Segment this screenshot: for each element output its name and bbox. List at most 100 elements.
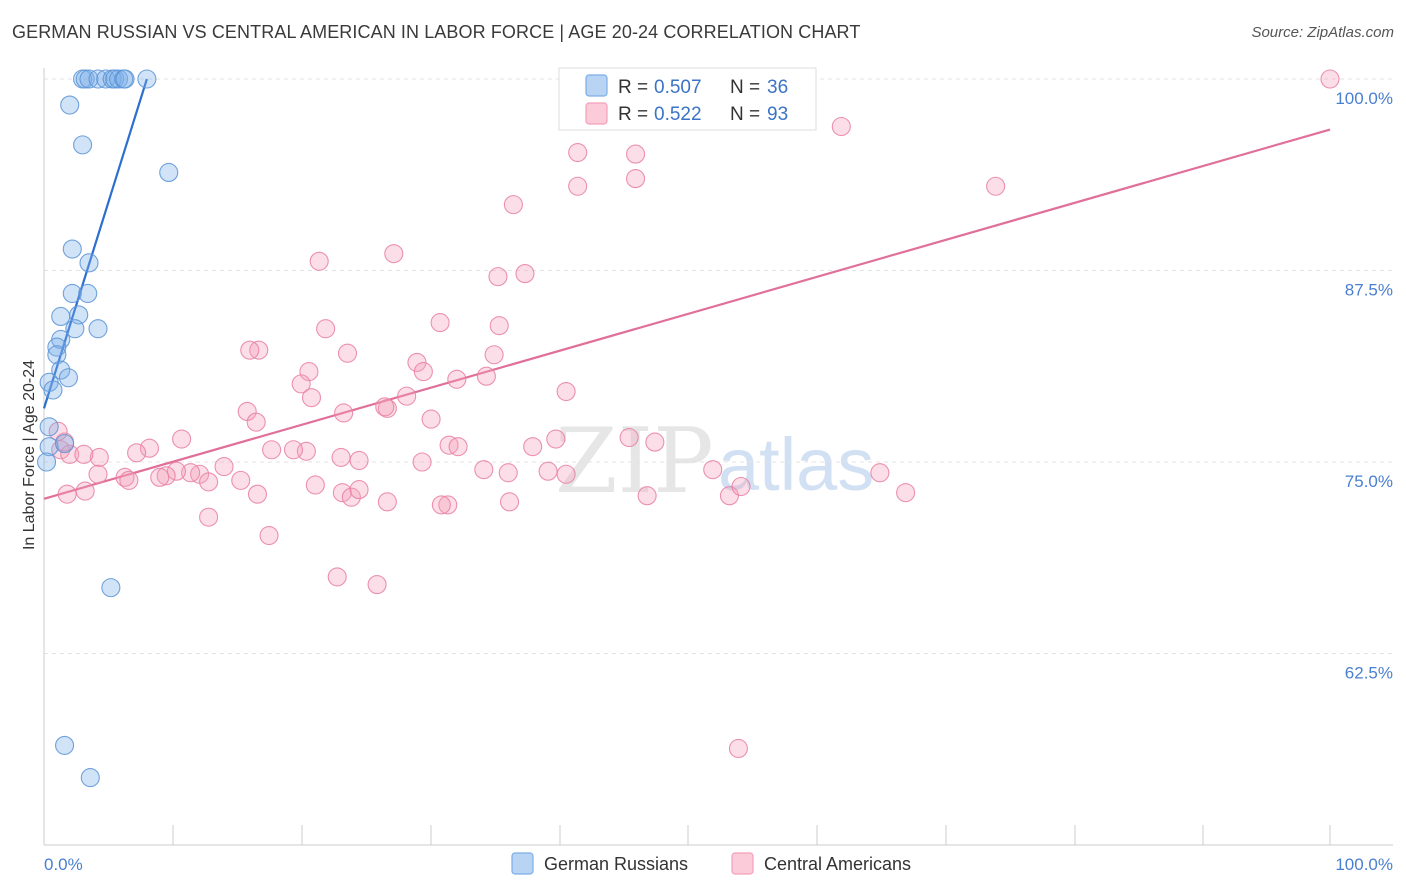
data-point — [47, 345, 67, 365]
series-legend: German Russians Central Americans — [511, 852, 911, 875]
bottom-legend-swatch-german-russians — [511, 852, 534, 875]
data-point — [58, 368, 78, 388]
legend-r-label-1: R = — [618, 77, 648, 98]
data-point — [637, 486, 657, 506]
legend-r-value-1: 0.507 — [654, 77, 702, 98]
bottom-legend-label-central-americans: Central Americans — [764, 854, 911, 874]
data-point — [375, 397, 395, 417]
data-point — [489, 316, 509, 336]
data-point — [515, 264, 535, 284]
data-point — [199, 507, 219, 527]
data-point — [150, 467, 170, 487]
data-point — [246, 412, 266, 432]
data-point — [60, 444, 80, 464]
data-point — [556, 464, 576, 484]
series-german-russians — [37, 69, 179, 788]
data-point — [139, 438, 160, 458]
data-point — [301, 388, 322, 408]
trend-line-german-russians — [42, 78, 148, 409]
data-point — [377, 492, 397, 512]
data-point — [283, 440, 304, 460]
data-point — [384, 244, 404, 264]
x-tick-label-max: 100.0% — [1335, 855, 1393, 874]
data-points — [37, 69, 1340, 788]
data-point — [73, 135, 93, 155]
data-point — [474, 460, 494, 480]
data-point — [37, 452, 57, 472]
x-tick-label-min: 0.0% — [44, 855, 83, 874]
data-point — [305, 475, 325, 495]
data-point — [299, 362, 319, 382]
data-point — [334, 403, 354, 423]
data-point — [101, 578, 121, 598]
data-point — [79, 253, 99, 273]
data-point — [119, 470, 139, 490]
data-point — [240, 340, 260, 360]
data-point — [538, 461, 558, 481]
data-point — [896, 483, 916, 503]
data-point — [60, 95, 80, 115]
data-point — [488, 267, 508, 287]
data-point — [291, 374, 311, 394]
data-point — [568, 176, 588, 196]
data-point — [397, 386, 417, 406]
axes — [43, 68, 1393, 846]
data-point — [74, 444, 94, 464]
data-point — [728, 738, 748, 759]
data-point — [199, 472, 219, 492]
data-point — [412, 452, 432, 472]
data-point — [831, 116, 851, 137]
watermark-atlas: atlas — [718, 423, 874, 506]
y-tick-label: 62.5% — [1345, 664, 1393, 683]
data-point — [247, 484, 268, 504]
legend-r-value-2: 0.522 — [654, 104, 702, 125]
data-point — [523, 437, 543, 457]
data-point — [51, 306, 71, 327]
legend-n-value-1: 36 — [767, 77, 788, 98]
data-point — [619, 427, 639, 448]
data-point — [39, 417, 59, 437]
data-point — [78, 283, 98, 304]
data-point — [556, 381, 576, 402]
legend-n-value-2: 93 — [767, 104, 788, 125]
data-point — [349, 450, 369, 471]
data-point — [47, 337, 67, 357]
data-point — [43, 380, 63, 400]
data-point — [181, 463, 201, 483]
data-point — [262, 440, 282, 460]
data-point — [166, 461, 187, 481]
data-point — [231, 470, 251, 490]
legend-swatch-german-russians — [585, 74, 608, 97]
data-point — [62, 283, 82, 304]
data-point — [731, 476, 751, 497]
y-tick-label: 87.5% — [1345, 281, 1393, 300]
data-point — [80, 768, 100, 788]
data-point — [703, 460, 723, 480]
data-point — [484, 345, 504, 365]
chart-title: GERMAN RUSSIAN VS CENTRAL AMERICAN IN LA… — [12, 22, 861, 42]
data-point — [127, 443, 147, 463]
data-point — [413, 362, 433, 382]
data-point — [431, 495, 451, 515]
data-point — [51, 360, 71, 380]
data-point — [1320, 69, 1340, 89]
y-tick-label: 100.0% — [1335, 89, 1393, 108]
data-point — [115, 69, 135, 89]
y-axis-title: In Labor Force | Age 20-24 — [21, 360, 38, 550]
data-point — [88, 319, 108, 339]
data-point — [259, 525, 279, 546]
data-point — [367, 575, 387, 595]
source-credit: Source: ZipAtlas.com — [1251, 24, 1394, 41]
data-point — [448, 437, 468, 457]
data-point — [337, 343, 358, 363]
data-point — [55, 434, 75, 454]
y-tick-labels: 100.0% 87.5% 75.0% 62.5% — [1335, 89, 1393, 683]
data-point — [568, 142, 588, 163]
data-point — [476, 366, 496, 386]
watermark-zip: ZIP — [555, 409, 714, 514]
data-point — [48, 421, 68, 441]
data-point — [137, 69, 157, 89]
bottom-legend-swatch-central-americans — [731, 852, 754, 875]
data-point — [986, 176, 1006, 196]
x-tick-labels: 0.0% 100.0% — [44, 855, 1393, 874]
